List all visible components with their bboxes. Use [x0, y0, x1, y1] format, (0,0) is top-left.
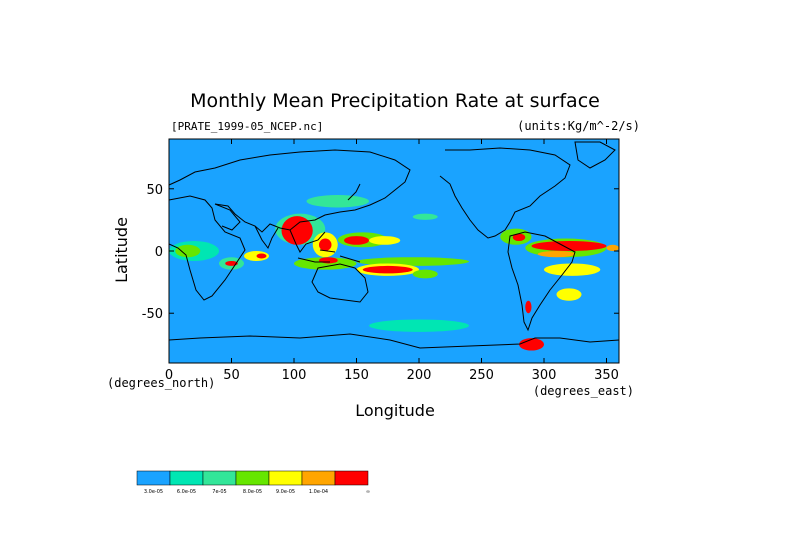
colorbar-label: 3.0e-05: [144, 489, 163, 495]
precip-region-12: [369, 236, 401, 245]
y-tick-label: 0: [155, 245, 163, 260]
precip-region-7: [281, 216, 313, 245]
colorbar-swatch: [169, 470, 204, 486]
chart-title: Monthly Mean Precipitation Rate at surfa…: [190, 90, 600, 112]
precip-region-5: [256, 253, 267, 259]
file-label: [PRATE_1999-05_NCEP.nc]: [171, 120, 323, 133]
colorbar-label: 9.0e-05: [276, 489, 295, 495]
precip-region-27: [306, 195, 369, 208]
coastline-eurasia: [168, 149, 411, 233]
x-tick-label: 350: [594, 368, 619, 383]
x-tick-label: 200: [407, 368, 432, 383]
colorbar-label: 6.0e-05: [177, 489, 196, 495]
colorbar-label: ∞: [366, 489, 370, 495]
coastline-antarctica: [168, 333, 620, 349]
x-tick-label: 150: [344, 368, 369, 383]
colorbar-label: 1.0e-04: [309, 489, 328, 495]
precip-regions: [169, 195, 619, 351]
precip-region-26: [525, 300, 532, 314]
coastline-south-america: [507, 231, 576, 332]
precip-region-31: [519, 338, 544, 351]
colorbar-swatch: [202, 470, 237, 486]
colorbar-swatch: [334, 470, 369, 486]
precip-region-11: [344, 236, 369, 245]
colorbar-swatch: [235, 470, 270, 486]
axis-ticks: 0 50 100 150 200 250 300 350 50 0 -50: [142, 139, 619, 383]
x-axis-title: Longitude: [355, 401, 435, 420]
plot-area: 0 50 100 150 200 250 300 350 50 0 -50: [142, 138, 620, 383]
units-label: (units:Kg/m^-2/s): [517, 119, 640, 133]
colorbar-label: 8.0e-05: [243, 489, 262, 495]
x-tick-label: 50: [223, 368, 240, 383]
precip-region-29: [606, 244, 619, 251]
precip-region-20: [512, 233, 526, 242]
precip-region-28: [412, 213, 438, 220]
colorbar-swatch: [136, 470, 171, 486]
precip-region-23: [537, 251, 576, 258]
colorbar: 3.0e-05 6.0e-05 7e-05 8.0e-05 9.0e-05 1.0e-04…: [136, 470, 370, 495]
x-tick-label: 0: [165, 368, 173, 383]
colorbar-swatch: [301, 470, 336, 486]
precip-region-9: [319, 238, 332, 251]
coastline-arabia: [214, 203, 241, 231]
coastline-africa: [168, 195, 246, 301]
y-tick-label: -50: [142, 307, 163, 322]
coastline-north-america: [439, 147, 571, 239]
coastline-greenland: [574, 141, 616, 169]
y-unit-label: (degrees_north): [107, 376, 215, 390]
coastline-indonesia: [297, 249, 361, 263]
coastlines: [168, 141, 620, 349]
coastline-se-asia: [289, 229, 326, 253]
colorbar-swatch: [268, 470, 303, 486]
colorbar-label: 7e-05: [212, 489, 226, 495]
x-unit-label: (degrees_east): [533, 384, 634, 398]
precip-region-24: [544, 263, 601, 276]
coastline-india: [254, 225, 279, 250]
precip-region-1: [175, 244, 201, 258]
precip-region-22: [531, 241, 607, 251]
y-axis-title: Latitude: [112, 217, 131, 283]
x-tick-label: 250: [469, 368, 494, 383]
coastline-japan: [347, 183, 361, 201]
coastline-australia: [311, 263, 369, 303]
precip-region-15: [362, 265, 413, 274]
precip-region-16: [412, 269, 438, 279]
y-tick-label: 50: [146, 183, 163, 198]
x-tick-label: 300: [532, 368, 557, 383]
precip-region-25: [556, 288, 582, 301]
x-tick-label: 100: [282, 368, 307, 383]
precip-region-18: [319, 257, 338, 264]
precip-region-30: [369, 319, 469, 332]
